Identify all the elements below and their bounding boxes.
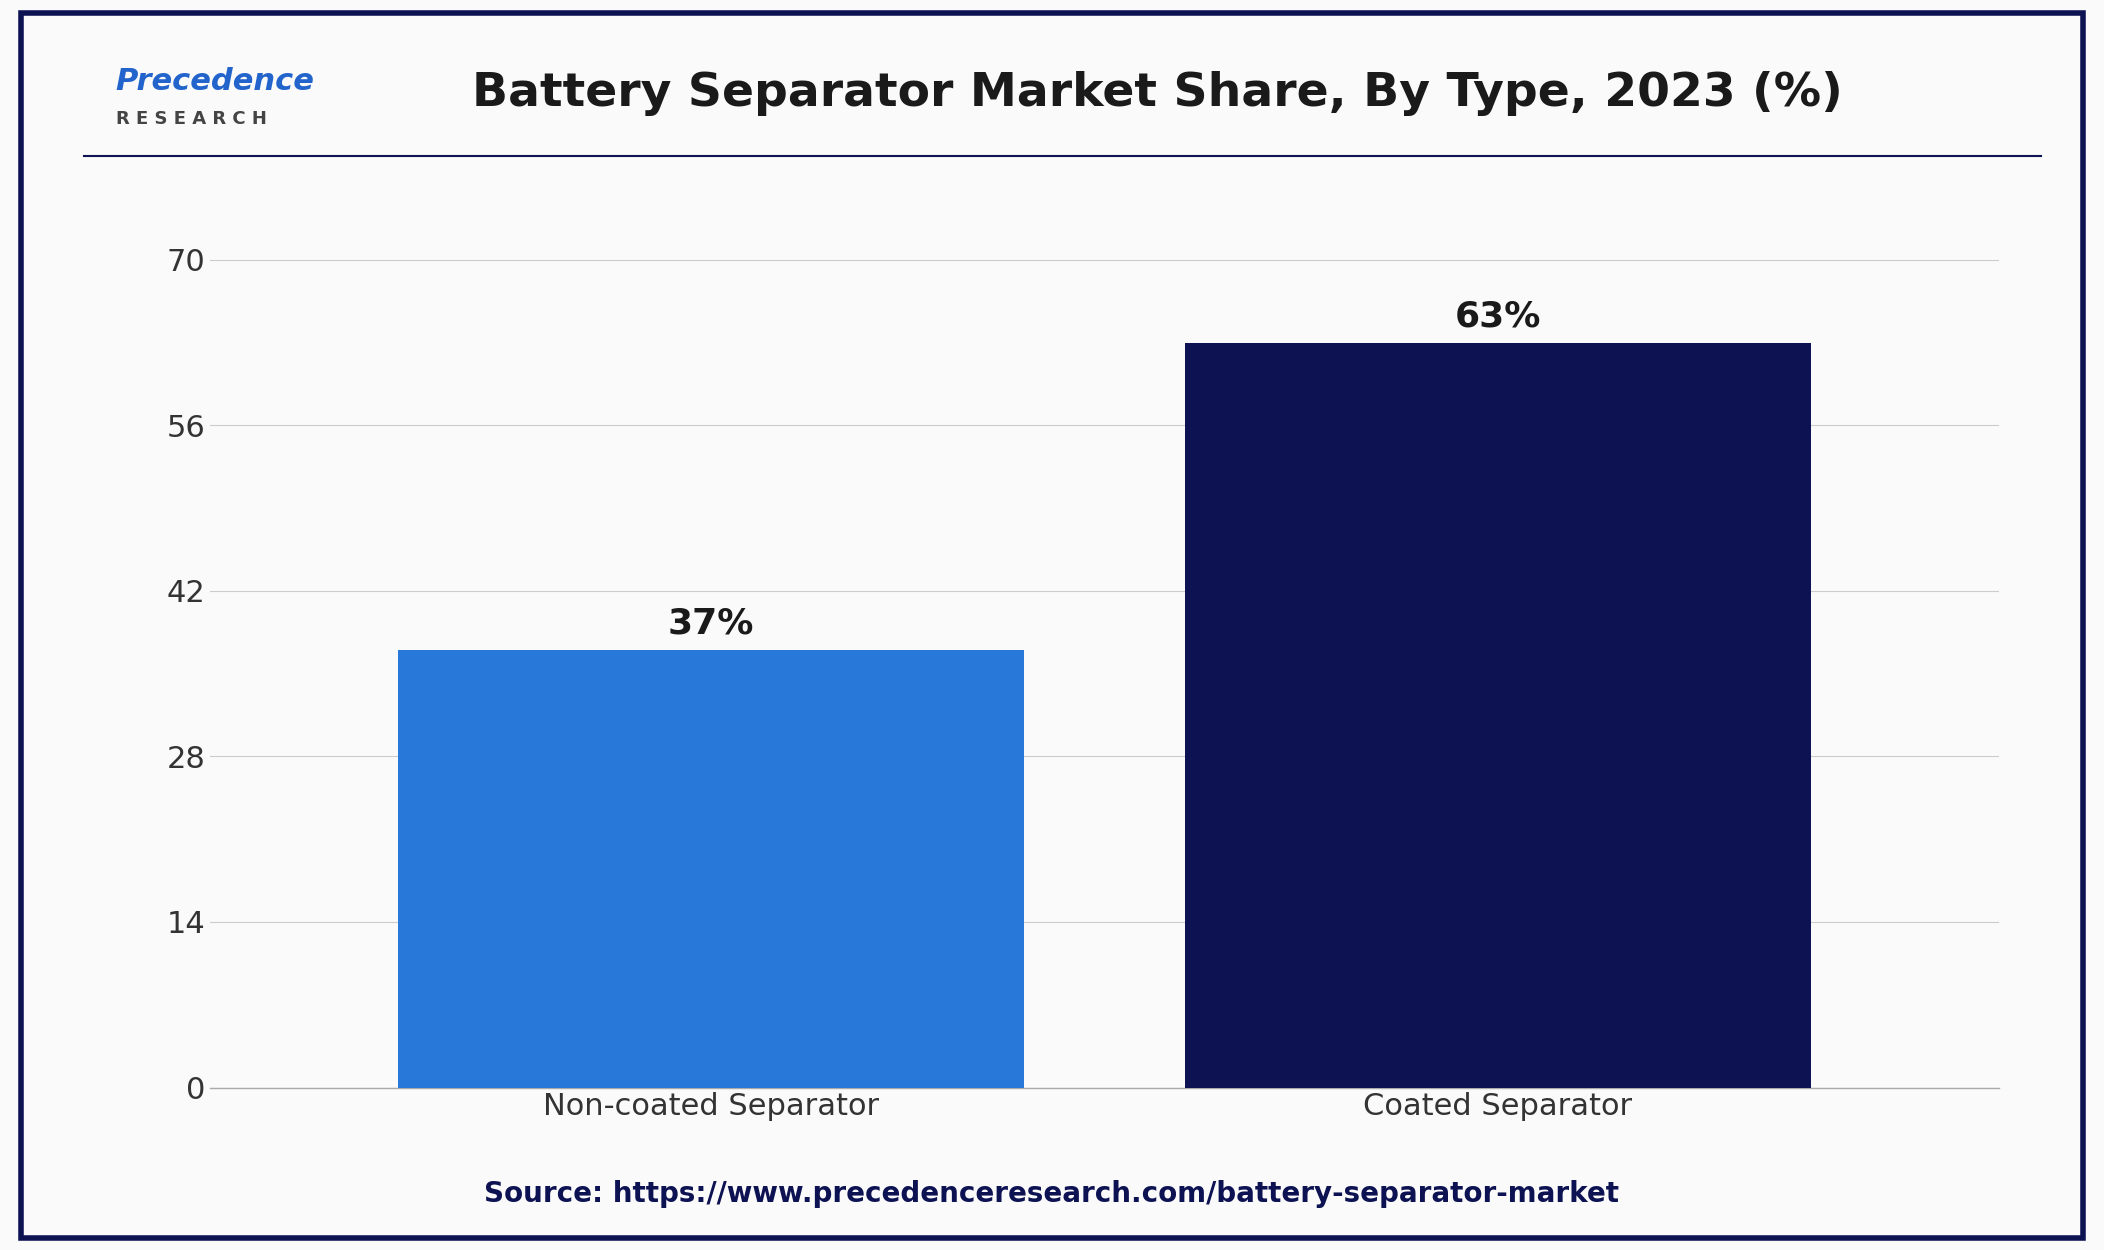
Text: Source: https://www.precedenceresearch.com/battery-separator-market: Source: https://www.precedenceresearch.c… [484,1180,1620,1208]
Text: R E S E A R C H: R E S E A R C H [116,110,267,128]
Bar [1185,342,1812,1088]
Bar [398,650,1025,1088]
Text: 37%: 37% [667,606,755,640]
Text: Precedence: Precedence [116,66,316,96]
Text: 63%: 63% [1454,299,1542,332]
Text: Battery Separator Market Share, By Type, 2023 (%): Battery Separator Market Share, By Type,… [471,71,1843,116]
